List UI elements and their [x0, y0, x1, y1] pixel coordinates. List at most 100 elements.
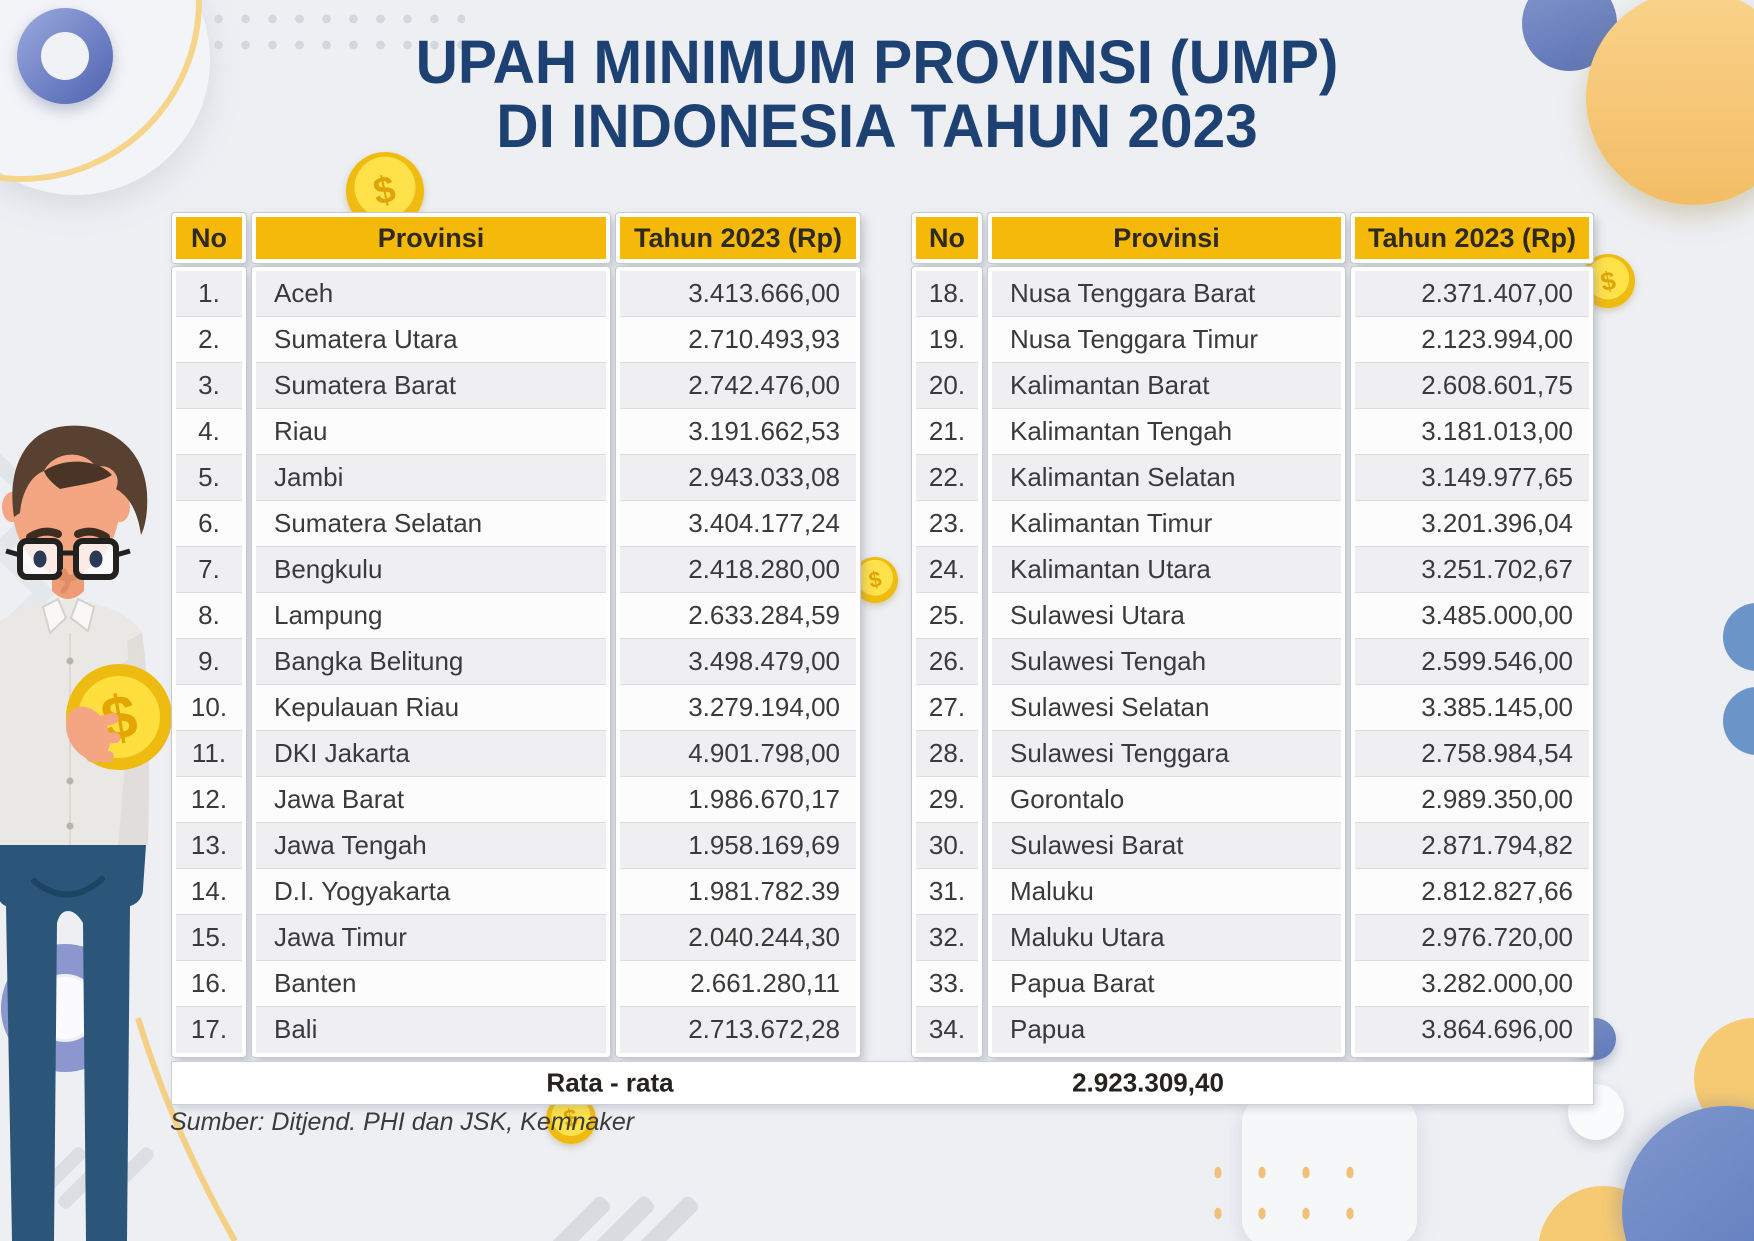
nose [60, 568, 71, 594]
table-cell-no: 18. [916, 271, 978, 317]
table-cell-no: 2. [176, 317, 242, 363]
table-cell-prov: Maluku [992, 869, 1341, 915]
left-header-no: No [172, 213, 246, 263]
table-cell-no: 23. [916, 501, 978, 547]
left-table-provinsi-column: Aceh Sumatera Utara Sumatera Barat Riau Jamb… [252, 267, 610, 1057]
table-cell-prov: Lampung [256, 593, 606, 639]
dollar-glyph: $ [866, 566, 884, 594]
table-cell-prov: Jawa Tengah [256, 823, 606, 869]
right-edge-blue-circle [1723, 687, 1754, 755]
table-cell-no: 32. [916, 915, 978, 961]
table-cell-no: 34. [916, 1007, 978, 1053]
table-cell-val: 1.981.782.39 [620, 869, 856, 915]
table-cell-prov: Maluku Utara [992, 915, 1341, 961]
table-cell-prov: Jawa Timur [256, 915, 606, 961]
right-table-no-column: 18. 19. 20. 21. 22. 23. 24. 25. 26. 27. 28. 29. 30. 3… [912, 267, 982, 1057]
table-cell-prov: Papua Barat [992, 961, 1341, 1007]
table-cell-no: 29. [916, 777, 978, 823]
right-header-provinsi: Provinsi [988, 213, 1345, 263]
table-cell-prov: Jambi [256, 455, 606, 501]
table-cell-val: 3.282.000,00 [1355, 961, 1589, 1007]
eye [33, 550, 47, 568]
hair [12, 425, 148, 535]
table-cell-prov: Sumatera Selatan [256, 501, 606, 547]
table-cell-prov: DKI Jakarta [256, 731, 606, 777]
table-cell-val: 2.742.476,00 [620, 363, 856, 409]
table-cell-prov: Jawa Barat [256, 777, 606, 823]
yellow-arc-decoration [135, 1017, 238, 1241]
table-cell-val: 3.149.977,65 [1355, 455, 1589, 501]
right-table-provinsi-column: Nusa Tenggara Barat Nusa Tenggara Timur Ka… [988, 267, 1345, 1057]
table-cell-val: 3.181.013,00 [1355, 409, 1589, 455]
table-cell-no: 7. [176, 547, 242, 593]
dollar-glyph: $ [1597, 264, 1619, 297]
table-cell-val: 3.191.662,53 [620, 409, 856, 455]
left-header-tahun: Tahun 2023 (Rp) [616, 213, 860, 263]
left-header-provinsi: Provinsi [252, 213, 610, 263]
person-hand [65, 706, 121, 762]
title-line-2: DI INDONESIA TAHUN 2023 [496, 92, 1258, 160]
person-pants [0, 845, 146, 1241]
table-cell-val: 1.986.670,17 [620, 777, 856, 823]
gray-dots-pattern [205, 6, 465, 52]
eye [89, 550, 103, 568]
table-cell-val: 2.871.794,82 [1355, 823, 1589, 869]
right-table-tahun-column: 2.371.407,00 2.123.994,00 2.608.601,75 3.18… [1351, 267, 1593, 1057]
table-cell-no: 9. [176, 639, 242, 685]
table-cell-prov: Sulawesi Tenggara [992, 731, 1341, 777]
table-cell-val: 2.661.280,11 [620, 961, 856, 1007]
left-table-no-column: 1. 2. 3. 4. 5. 6. 7. 8. 9. 10. 11. 12. 13. 14. 15. 16. 1… [172, 267, 246, 1057]
eyebrow [26, 527, 62, 541]
table-cell-prov: Kalimantan Utara [992, 547, 1341, 593]
table-cell-val: 3.864.696,00 [1355, 1007, 1589, 1053]
table-cell-prov: D.I. Yogyakarta [256, 869, 606, 915]
table-cell-no: 20. [916, 363, 978, 409]
table-cell-no: 16. [176, 961, 242, 1007]
table-cell-prov: Kalimantan Barat [992, 363, 1341, 409]
bottom-right-blue-circle [1622, 1106, 1754, 1241]
page-title: UPAH MINIMUM PROVINSI (UMP) DI INDONESIA… [0, 30, 1754, 158]
right-header-no: No [912, 213, 982, 263]
table-cell-no: 26. [916, 639, 978, 685]
table-cell-val: 2.812.827,66 [1355, 869, 1589, 915]
table-cell-no: 10. [176, 685, 242, 731]
table-cell-no: 4. [176, 409, 242, 455]
table-cell-no: 17. [176, 1007, 242, 1053]
table-cell-no: 5. [176, 455, 242, 501]
table-cell-val: 3.279.194,00 [620, 685, 856, 731]
table-cell-val: 2.599.546,00 [1355, 639, 1589, 685]
table-cell-prov: Kalimantan Selatan [992, 455, 1341, 501]
top-right-yellow-circle [1586, 0, 1754, 205]
table-cell-prov: Nusa Tenggara Barat [992, 271, 1341, 317]
table-cell-prov: Sulawesi Barat [992, 823, 1341, 869]
table-cell-prov: Kalimantan Tengah [992, 409, 1341, 455]
slash-decoration [525, 1194, 613, 1241]
table-cell-val: 4.901.798,00 [620, 731, 856, 777]
table-cell-val: 2.371.407,00 [1355, 271, 1589, 317]
table-cell-no: 14. [176, 869, 242, 915]
table-cell-val: 3.498.479,00 [620, 639, 856, 685]
dollar-glyph: $ [370, 167, 400, 214]
table-cell-no: 13. [176, 823, 242, 869]
table-cell-no: 22. [916, 455, 978, 501]
right-header-tahun: Tahun 2023 (Rp) [1351, 213, 1593, 263]
table-cell-val: 3.201.396,04 [1355, 501, 1589, 547]
table-cell-prov: Kalimantan Timur [992, 501, 1341, 547]
table-cell-no: 27. [916, 685, 978, 731]
table-cell-val: 2.976.720,00 [1355, 915, 1589, 961]
table-cell-prov: Kepulauan Riau [256, 685, 606, 731]
table-cell-val: 2.418.280,00 [620, 547, 856, 593]
source-note: Sumber: Ditjend. PHI dan JSK, Kemnaker [170, 1108, 635, 1136]
average-label: Rata - rata [546, 1067, 674, 1098]
table-cell-no: 8. [176, 593, 242, 639]
table-cell-prov: Aceh [256, 271, 606, 317]
table-cell-no: 12. [176, 777, 242, 823]
table-cell-prov: Sulawesi Utara [992, 593, 1341, 639]
table-cell-no: 33. [916, 961, 978, 1007]
average-row: Rata - rata 2.923.309,40 [172, 1062, 1593, 1104]
person-illustration: $ [0, 425, 172, 1241]
right-edge-blue-circle [1723, 603, 1754, 671]
table-cell-val: 2.040.244,30 [620, 915, 856, 961]
person-head [2, 425, 148, 612]
